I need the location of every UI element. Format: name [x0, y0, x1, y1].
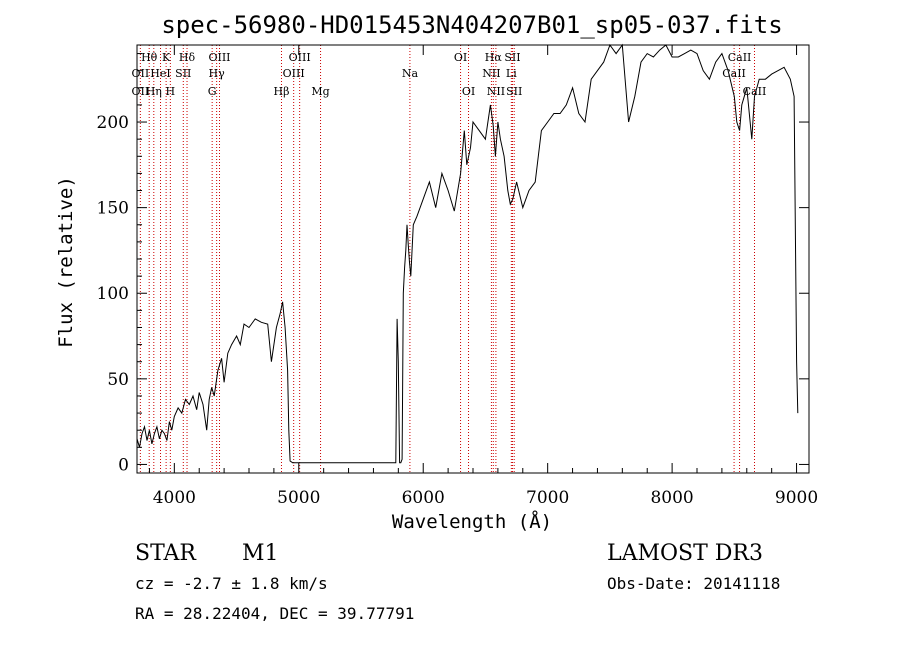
x-tick-label: 4000 [153, 488, 196, 508]
spectral-line-label: SII [175, 67, 191, 80]
redshift-cz: cz = -2.7 ± 1.8 km/s [135, 574, 328, 593]
spectral-line-label: SII [504, 51, 520, 64]
spectral-line-label: Hθ [141, 51, 158, 64]
x-tick-label: 6000 [402, 488, 445, 508]
x-tick-label: 8000 [650, 488, 693, 508]
spectral-line-label: CaII [722, 67, 746, 80]
y-axis-label: Flux (relative) [55, 176, 77, 348]
object-class: STAR [135, 541, 197, 566]
spectral-line-label: OI [454, 51, 467, 64]
object-subclass: M1 [242, 541, 279, 566]
x-axis-ticks: 4000 5000 6000 7000 8000 9000 [148, 45, 818, 508]
spectral-line-label: Mg [311, 85, 329, 98]
spectral-line-label: OI [462, 85, 475, 98]
spectral-line-label: Hη [146, 85, 162, 98]
y-axis-ticks: 0 50 100 150 200 [97, 53, 809, 475]
spectral-line-label: NII [482, 67, 500, 80]
spectral-line-label: OIII [283, 67, 305, 80]
spectral-line-label: Hβ [274, 85, 290, 98]
x-tick-label: 7000 [526, 488, 569, 508]
y-tick-label: 100 [97, 284, 129, 304]
spectral-line-labels: Hθ OII OII K HeI Hη Hδ SII H OIII Hγ G Hβ OIII OIII Mg N… [132, 51, 767, 98]
spectral-line-label: H [166, 85, 176, 98]
spectral-line-label: OIII [289, 51, 311, 64]
coordinates: RA = 28.22404, DEC = 39.77791 [135, 604, 414, 623]
spectral-line-label: Hγ [209, 67, 226, 80]
spectral-line-label: G [208, 85, 217, 98]
x-tick-label: 9000 [775, 488, 818, 508]
spectrum-line [136, 43, 799, 464]
spectral-line-label: Hδ [179, 51, 196, 64]
spectral-line-label: SII [506, 85, 522, 98]
spectral-line-label: NII [487, 85, 505, 98]
y-tick-label: 200 [97, 113, 129, 133]
spectral-line-label: OIII [208, 51, 230, 64]
spectral-line-markers [139, 45, 755, 473]
spectral-line-label: CaII [743, 85, 767, 98]
spectral-line-label: Na [402, 67, 419, 80]
survey-name: LAMOST DR3 [607, 541, 763, 566]
x-tick-label: 5000 [277, 488, 320, 508]
spectral-line-label: HeI [150, 67, 170, 80]
y-tick-label: 150 [97, 199, 129, 219]
spectral-line-label: OII [132, 67, 150, 80]
spectral-line-label: K [162, 51, 171, 64]
observation-date: Obs-Date: 20141118 [607, 574, 780, 593]
spectral-line-label: CaII [728, 51, 752, 64]
spectral-line-label: OII [132, 85, 150, 98]
spectral-line-label: Hα [485, 51, 503, 64]
plot-frame [136, 44, 810, 474]
spectral-line-label: Li [506, 67, 517, 80]
x-axis-label: Wavelength (Å) [392, 510, 552, 533]
chart-title: spec-56980-HD015453N404207B01_sp05-037.f… [161, 11, 782, 39]
y-tick-label: 0 [118, 455, 129, 475]
y-tick-label: 50 [107, 370, 129, 390]
